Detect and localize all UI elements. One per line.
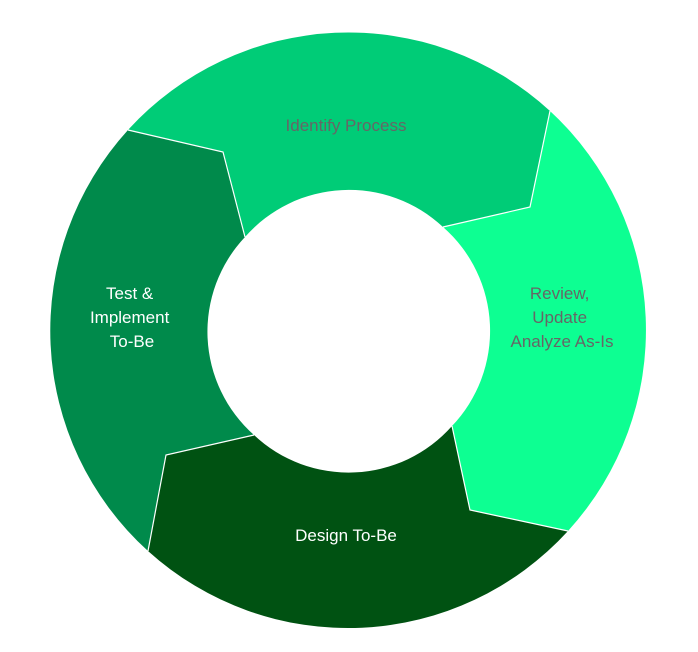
segment-design-to-be[interactable]: Design To-Be xyxy=(148,426,568,629)
segment-review-update[interactable]: Review, Update Analyze As-Is xyxy=(443,111,646,531)
segment-identify-process-label: Identify Process xyxy=(286,116,407,135)
segment-test-implement-label-line-1: Test & xyxy=(106,284,154,303)
segment-review-update-shape xyxy=(443,111,646,531)
segment-test-implement-label-line-3: To-Be xyxy=(110,332,154,351)
segment-review-update-label-line-1: Review, xyxy=(530,284,590,303)
segment-test-implement[interactable]: Test & Implement To-Be xyxy=(50,130,254,551)
separator-top-left xyxy=(127,129,246,238)
segment-design-to-be-label: Design To-Be xyxy=(295,526,397,545)
segment-test-implement-shape xyxy=(50,130,254,551)
segment-review-update-label-line-3: Analyze As-Is xyxy=(511,332,614,351)
separator-bottom-left xyxy=(147,434,255,552)
segment-design-to-be-shape xyxy=(148,426,568,629)
segment-test-implement-label: Test & Implement To-Be xyxy=(90,284,174,351)
separator-bottom-right xyxy=(451,425,569,532)
center-hole xyxy=(209,192,487,470)
segment-separators xyxy=(127,110,569,552)
segment-identify-process[interactable]: Identify Process xyxy=(128,32,550,238)
segment-design-to-be-label-line: Design To-Be xyxy=(295,526,397,545)
segment-review-update-label: Review, Update Analyze As-Is xyxy=(511,284,614,351)
segment-review-update-label-line-2: Update xyxy=(532,308,587,327)
segment-test-implement-label-line-2: Implement xyxy=(90,308,170,327)
separator-top-right xyxy=(442,110,551,228)
segment-identify-process-shape xyxy=(128,32,550,238)
segment-identify-process-label-line: Identify Process xyxy=(286,116,407,135)
